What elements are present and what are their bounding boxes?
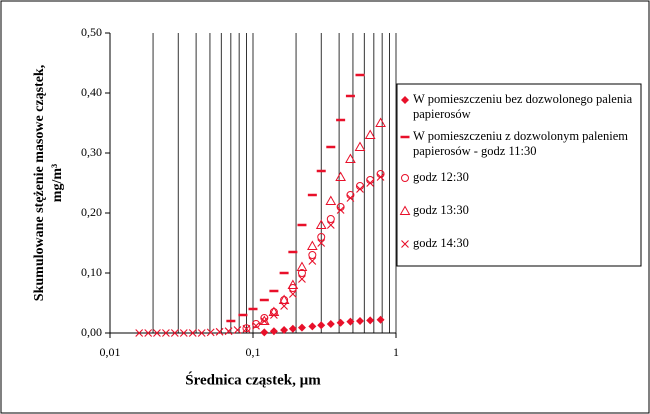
point bbox=[206, 328, 215, 337]
point bbox=[278, 294, 290, 304]
point bbox=[366, 316, 375, 325]
y-tick-label: 0,50 bbox=[81, 25, 102, 39]
point bbox=[252, 321, 260, 330]
y-tick-label: 0,30 bbox=[81, 145, 102, 159]
legend-label: godz 14:30 bbox=[413, 236, 469, 250]
point bbox=[135, 329, 144, 337]
point bbox=[326, 221, 335, 229]
point bbox=[242, 324, 251, 333]
legend-label: godz 12:30 bbox=[413, 170, 469, 184]
y-tick-label: 0,40 bbox=[81, 85, 102, 99]
legend-marker bbox=[399, 205, 411, 215]
point bbox=[153, 329, 161, 337]
y-axis-label: mg/m³ bbox=[50, 164, 65, 202]
x-tick-label: 0,1 bbox=[246, 345, 261, 359]
legend-label: W pomieszczeniu bez dozwolonego palenia … bbox=[413, 92, 633, 121]
point bbox=[317, 233, 326, 241]
legend-box bbox=[396, 83, 642, 267]
point bbox=[336, 318, 345, 327]
point bbox=[336, 206, 345, 214]
point bbox=[215, 327, 224, 336]
point bbox=[346, 194, 355, 202]
legend-label: godz 13:30 bbox=[413, 203, 469, 217]
point bbox=[288, 324, 297, 333]
point bbox=[197, 329, 206, 337]
point bbox=[326, 215, 335, 223]
point bbox=[308, 257, 317, 265]
point bbox=[308, 322, 317, 331]
legend-marker bbox=[401, 240, 409, 248]
point bbox=[170, 329, 179, 337]
y-axis-label: Skumulowane stężenie masowe cząstek, bbox=[32, 65, 47, 301]
point bbox=[306, 240, 318, 250]
point bbox=[335, 171, 346, 181]
point bbox=[260, 328, 269, 337]
point bbox=[179, 329, 188, 337]
point bbox=[375, 117, 386, 127]
point bbox=[308, 251, 317, 259]
legend-marker bbox=[401, 174, 409, 182]
point bbox=[233, 326, 242, 334]
point bbox=[252, 320, 261, 328]
point bbox=[366, 179, 375, 187]
point bbox=[355, 317, 364, 325]
point bbox=[298, 275, 306, 283]
point bbox=[288, 290, 297, 298]
legend-label: W pomieszczeniu z dozwolonym paleniem pa… bbox=[413, 129, 628, 158]
point bbox=[280, 302, 288, 310]
point bbox=[280, 326, 289, 334]
point bbox=[287, 279, 299, 289]
x-tick-label: 1 bbox=[393, 345, 399, 359]
y-tick-label: 0,20 bbox=[81, 205, 102, 219]
point bbox=[144, 329, 153, 337]
point bbox=[270, 311, 278, 319]
point bbox=[317, 321, 326, 330]
point bbox=[345, 153, 356, 163]
point bbox=[269, 327, 278, 336]
y-tick-label: 0,10 bbox=[81, 265, 102, 279]
point bbox=[297, 323, 306, 332]
x-tick-label: 0,01 bbox=[100, 345, 121, 359]
point bbox=[258, 315, 270, 325]
point bbox=[242, 324, 251, 333]
point bbox=[188, 329, 197, 337]
point bbox=[356, 185, 364, 193]
point bbox=[224, 327, 233, 336]
point bbox=[296, 261, 308, 271]
point bbox=[346, 317, 355, 326]
y-tick-label: 0,00 bbox=[81, 325, 102, 339]
point bbox=[297, 269, 306, 277]
point bbox=[162, 329, 170, 337]
x-axis-label: Średnica cząstek, µm bbox=[185, 371, 321, 388]
point bbox=[376, 173, 385, 181]
point bbox=[364, 129, 376, 139]
point bbox=[326, 320, 335, 328]
point bbox=[260, 317, 269, 325]
point bbox=[354, 141, 366, 151]
point bbox=[317, 239, 326, 247]
point bbox=[315, 219, 327, 229]
point bbox=[376, 315, 385, 324]
legend-marker bbox=[401, 96, 409, 104]
point bbox=[325, 195, 337, 205]
